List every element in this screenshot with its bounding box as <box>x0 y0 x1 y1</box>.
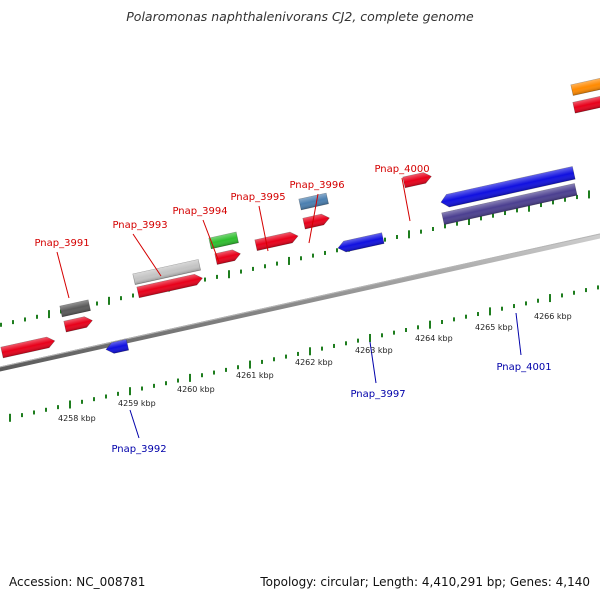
gene-features <box>0 77 600 359</box>
gene-feature <box>214 249 241 265</box>
gene-feature <box>572 95 600 114</box>
label-leader-line <box>202 219 220 263</box>
kbp-label: 4262 kbp <box>295 358 333 367</box>
gene-feature <box>136 273 203 299</box>
topology-text: Topology: circular; Length: 4,410,291 bp… <box>260 575 590 589</box>
kbp-label: 4266 kbp <box>534 312 572 321</box>
backbone-highlight <box>0 233 600 368</box>
label-leader-line <box>369 341 377 384</box>
gene-feature <box>302 213 330 230</box>
lower-tick-row <box>9 285 599 422</box>
gene-label: Pnap_4001 <box>496 362 551 373</box>
gene-feature <box>298 192 329 211</box>
gene-feature <box>59 299 91 318</box>
genome-backbone <box>0 233 600 372</box>
kbp-labels: 4258 kbp 4259 kbp 4260 kbp 4261 kbp 4262 kbp… <box>58 312 572 423</box>
gene-feature <box>105 339 130 354</box>
map-title: Polaromonas naphthalenivorans CJ2, compl… <box>126 9 474 24</box>
gene-label: Pnap_4000 <box>374 164 429 175</box>
gene-feature <box>440 166 576 208</box>
accession-text: Accession: NC_008781 <box>9 575 146 589</box>
gene-feature <box>254 231 299 251</box>
kbp-label: 4263 kbp <box>355 346 393 355</box>
kbp-label: 4261 kbp <box>236 371 274 380</box>
kbp-label: 4259 kbp <box>118 399 156 408</box>
label-leader-line <box>258 205 269 252</box>
gene-label: Pnap_3993 <box>112 220 167 231</box>
gene-feature <box>441 183 578 226</box>
gene-feature <box>570 77 600 96</box>
label-leader-line <box>56 251 70 299</box>
label-leader-line <box>515 312 522 356</box>
gene-label: Pnap_3991 <box>34 238 89 249</box>
kbp-label: 4260 kbp <box>177 385 215 394</box>
label-leader-line <box>401 177 411 222</box>
kbp-label: 4265 kbp <box>475 323 513 332</box>
gene-feature <box>63 316 93 333</box>
gene-label: Pnap_3992 <box>111 444 166 455</box>
kbp-label: 4258 kbp <box>58 414 96 423</box>
backbone-line <box>0 233 600 372</box>
gene-label: Pnap_3994 <box>172 206 227 217</box>
label-leader-line <box>308 193 319 244</box>
gene-feature <box>208 231 239 250</box>
label-leader-line <box>132 233 162 277</box>
kbp-label: 4264 kbp <box>415 334 453 343</box>
gene-feature <box>337 232 385 253</box>
label-leader-lines <box>56 177 522 439</box>
gene-label: Pnap_3997 <box>350 389 405 400</box>
gene-label: Pnap_3996 <box>289 180 344 191</box>
gene-feature <box>402 172 432 189</box>
gene-label: Pnap_3995 <box>230 192 285 203</box>
label-leader-line <box>129 409 140 439</box>
gene-feature <box>132 259 201 286</box>
gene-feature <box>0 336 56 359</box>
